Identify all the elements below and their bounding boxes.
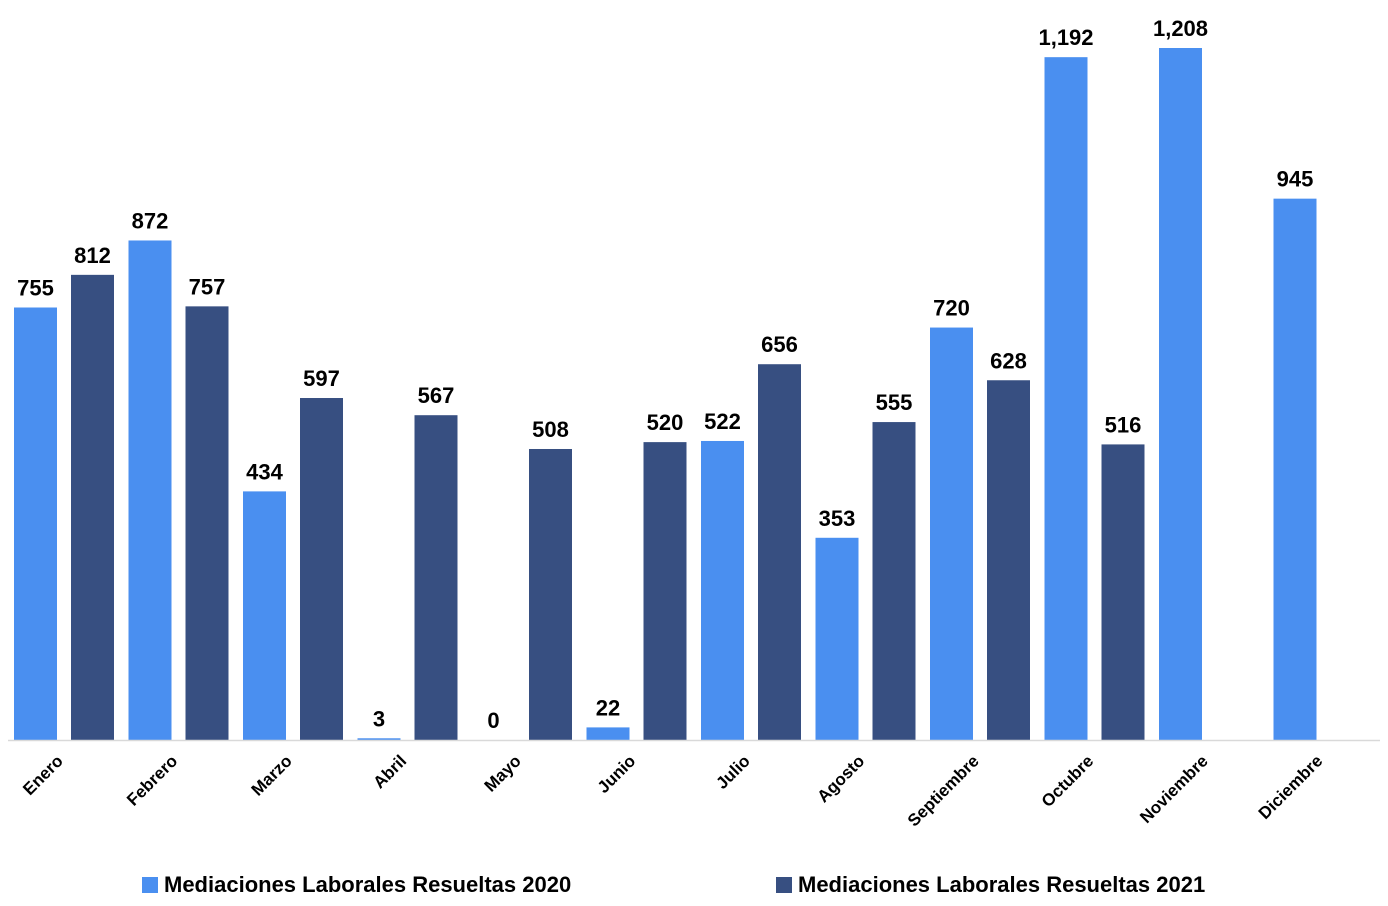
legend-item-2020: Mediaciones Laborales Resueltas 2020 [142,872,571,898]
x-tick-label-febrero: Febrero [123,751,181,809]
value-label-agosto-2021: 555 [876,390,913,415]
bar-mayo-2021 [529,448,572,740]
x-tick-label-noviembre: Noviembre [1136,751,1212,827]
bar-enero-2021 [71,274,114,740]
value-label-octubre-2021: 516 [1105,412,1142,437]
bar-junio-2021 [643,442,687,740]
value-label-septiembre-2021: 628 [990,348,1027,373]
value-labels-group: 755 812 872 757 434 597 3 567 0 508 22 520 522 656 353… [17,16,1313,733]
bar-septiembre-2020 [930,327,973,740]
bar-chart: 755 812 872 757 434 597 3 567 0 508 22 520 522 656 353… [8,16,1380,830]
x-tick-label-marzo: Marzo [248,751,296,799]
legend-item-2021: Mediaciones Laborales Resueltas 2021 [776,872,1205,898]
bar-agosto-2021 [872,422,916,740]
x-tick-label-junio: Junio [594,751,639,796]
value-label-noviembre-2020: 1,208 [1153,16,1208,41]
value-label-febrero-2021: 757 [189,274,226,299]
bar-noviembre-2020 [1159,48,1202,740]
bar-julio-2021 [758,364,801,740]
bar-abril-2021 [414,415,458,740]
value-label-marzo-2021: 597 [303,366,340,391]
value-label-junio-2020: 22 [596,695,620,720]
bar-marzo-2020 [243,491,286,740]
bar-septiembre-2021 [987,380,1030,740]
bar-diciembre-2020 [1273,198,1317,740]
x-tick-label-enero: Enero [19,751,67,799]
value-label-mayo-2021: 508 [532,417,569,442]
value-label-junio-2021: 520 [647,410,684,435]
bar-agosto-2020 [815,537,859,740]
x-tick-label-abril: Abril [370,751,411,792]
value-label-septiembre-2020: 720 [933,296,970,321]
value-label-enero-2020: 755 [17,276,54,301]
bar-febrero-2021 [185,306,229,740]
x-tick-label-octubre: Octubre [1038,751,1098,811]
value-label-octubre-2020: 1,192 [1038,25,1093,50]
value-label-diciembre-2020: 945 [1277,167,1314,192]
value-label-abril-2021: 567 [418,383,455,408]
x-tick-label-diciembre: Diciembre [1255,751,1327,823]
value-label-marzo-2020: 434 [246,459,283,484]
bar-febrero-2020 [128,240,172,741]
legend-label-2020: Mediaciones Laborales Resueltas 2020 [164,872,572,897]
value-label-julio-2021: 656 [761,332,798,357]
value-label-enero-2021: 812 [74,243,111,268]
bar-octubre-2020 [1044,57,1088,740]
x-tick-label-mayo: Mayo [481,751,525,795]
legend-label-2021: Mediaciones Laborales Resueltas 2021 [798,872,1206,897]
x-tick-label-septiembre: Septiembre [904,751,983,830]
bar-junio-2020 [586,727,630,740]
value-label-mayo-2020: 0 [487,708,499,733]
value-label-agosto-2020: 353 [819,506,856,531]
x-tick-labels-group: Enero Febrero Marzo Abril Mayo Junio Julio Agos… [19,751,1326,830]
bar-enero-2020 [14,307,57,740]
bar-octubre-2021 [1101,444,1145,740]
legend-swatch-2021 [776,877,792,893]
bar-marzo-2021 [300,398,343,740]
value-label-febrero-2020: 872 [132,208,169,233]
bars-group [14,48,1317,741]
value-label-abril-2020: 3 [373,706,385,731]
legend-swatch-2020 [142,877,158,893]
legend: Mediaciones Laborales Resueltas 2020 Med… [0,872,1388,906]
value-label-julio-2020: 522 [704,409,741,434]
bar-abril-2020 [357,738,401,740]
x-tick-label-julio: Julio [712,751,753,792]
bar-julio-2020 [701,440,744,740]
x-tick-label-agosto: Agosto [813,751,868,806]
